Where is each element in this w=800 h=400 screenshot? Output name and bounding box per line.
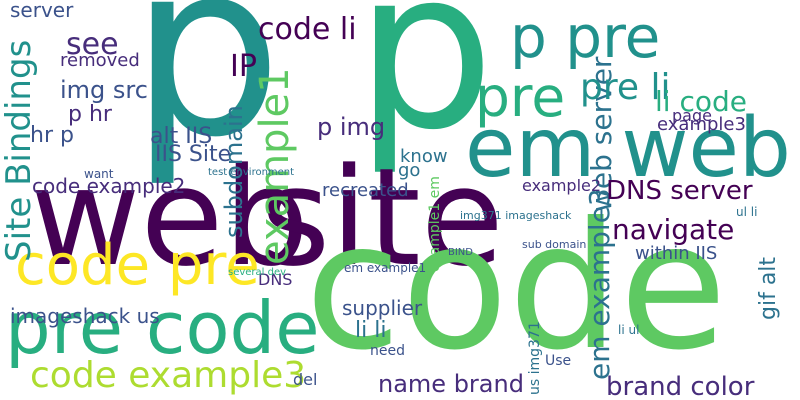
word-code-pre: code pre [15, 233, 260, 298]
word-page: page [672, 106, 712, 125]
word-sub-domain: sub domain [522, 238, 587, 251]
word-em-example3: em example3 [583, 188, 616, 380]
word-example2: example2 [522, 176, 602, 195]
word-site: site [260, 139, 504, 296]
word-code-li: code li [258, 12, 357, 47]
word-see: see [66, 27, 119, 62]
word-within-iis: within IIS [635, 243, 718, 264]
word-hr-p: hr p [30, 123, 74, 148]
word-dns-server: DNS server [606, 176, 753, 206]
word-web: web [30, 139, 310, 296]
word-p-hr: p hr [68, 102, 112, 127]
word-know: know [400, 146, 448, 167]
word-p-pre: p pre [510, 3, 661, 71]
word-pre1: pre [475, 65, 566, 129]
word-need: need [370, 343, 405, 359]
word-supplier: supplier [342, 296, 423, 320]
word-us-img371: us img371 [527, 321, 543, 395]
word-p-img: p img [317, 113, 386, 141]
word-brand-color: brand color [606, 372, 755, 400]
word-ip: IP [230, 49, 257, 84]
word-dns: DNS [258, 270, 293, 289]
word-bind: BIND [448, 247, 473, 258]
word-server: server [10, 0, 74, 22]
word-em-example1: em example1 [344, 261, 427, 275]
word-example3: example3 [657, 114, 746, 135]
word-li-ul: li ul [618, 323, 640, 337]
word-imageshack-us: imageshack us [10, 304, 160, 328]
word-code-example2: code example2 [32, 174, 186, 198]
word-img-src: img src [60, 76, 148, 104]
word-code: code [305, 186, 728, 389]
word-ul-li: ul li [736, 205, 758, 219]
word-code-example3: code example3 [30, 355, 307, 396]
word-p1: p [130, 0, 283, 190]
word-several-dev: several dev [228, 267, 287, 278]
word-recreated: recreated [322, 180, 409, 201]
word-li-li: li li [355, 318, 387, 343]
word-site-bindings: Site Bindings [0, 39, 39, 262]
word-alt-iis: alt IIS [150, 124, 213, 149]
word-use: Use [545, 353, 572, 369]
word-test-environment: test environment [208, 167, 295, 178]
word-want: want [84, 167, 114, 181]
word-em-web: em web [465, 101, 791, 196]
word-p2: p [355, 0, 495, 178]
word-navigate: navigate [612, 213, 735, 246]
word-li-code: li code [655, 85, 747, 118]
word-img371-imageshack: img371 imageshack [460, 209, 572, 222]
word-gif-alt: gif alt [756, 256, 781, 320]
word-iis-site: IIS Site [155, 142, 232, 167]
word-pre-li: pre li [580, 67, 671, 108]
word-removed: removed [60, 50, 140, 71]
word-del: del [293, 370, 318, 389]
word-pre-code: pre code [5, 286, 320, 370]
word-go: go [398, 160, 421, 181]
word-example1-em: example1 em [427, 176, 443, 272]
word-name-brand: name brand [378, 370, 524, 398]
